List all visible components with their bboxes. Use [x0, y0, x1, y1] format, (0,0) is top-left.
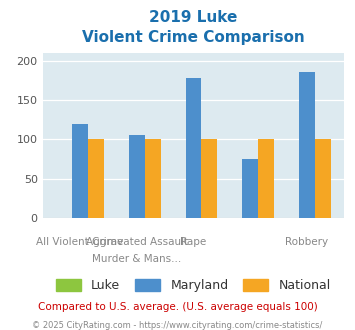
Text: Compared to U.S. average. (U.S. average equals 100): Compared to U.S. average. (U.S. average … [38, 302, 317, 312]
Bar [242, 159, 258, 218]
Bar [72, 123, 88, 218]
Legend: Luke, Maryland, National: Luke, Maryland, National [51, 274, 336, 297]
Bar [145, 139, 160, 218]
Text: Rape: Rape [180, 237, 207, 247]
Bar [129, 135, 145, 218]
Bar [299, 73, 315, 218]
Title: 2019 Luke
Violent Crime Comparison: 2019 Luke Violent Crime Comparison [82, 10, 305, 45]
Text: Robbery: Robbery [285, 237, 328, 247]
Text: © 2025 CityRating.com - https://www.cityrating.com/crime-statistics/: © 2025 CityRating.com - https://www.city… [32, 321, 323, 330]
Bar [186, 78, 201, 218]
Text: Aggravated Assault: Aggravated Assault [86, 237, 188, 247]
Text: Murder & Mans...: Murder & Mans... [92, 254, 181, 264]
Bar [258, 139, 274, 218]
Text: All Violent Crime: All Violent Crime [37, 237, 124, 247]
Bar [88, 139, 104, 218]
Bar [201, 139, 217, 218]
Bar [315, 139, 331, 218]
